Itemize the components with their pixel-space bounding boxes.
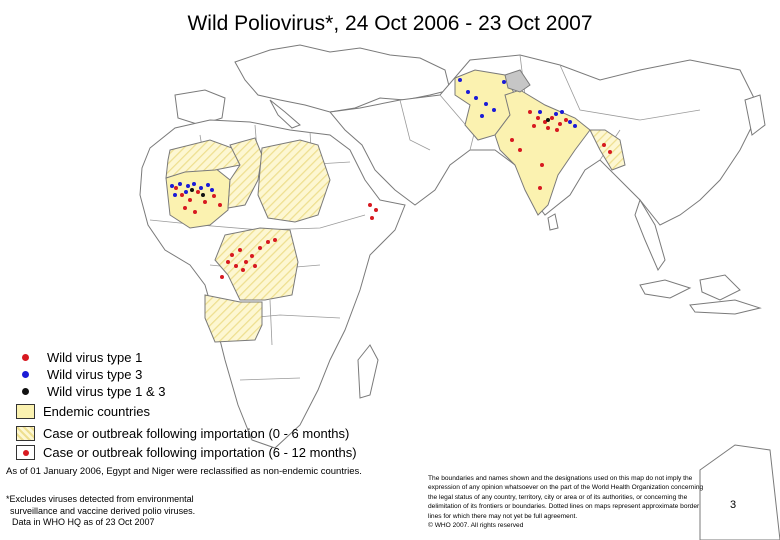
case-dots-type1-and-3 bbox=[190, 118, 550, 197]
disputed-area bbox=[504, 69, 531, 93]
hatched-yellow-swatch-icon bbox=[16, 426, 35, 441]
footnote: *Excludes viruses detected from environm… bbox=[6, 494, 196, 527]
legend-importation-6-12: Case or outbreak following importation (… bbox=[16, 445, 357, 460]
legend-type3: Wild virus type 3 bbox=[22, 367, 142, 382]
import-drc bbox=[214, 227, 299, 301]
import-sudan bbox=[257, 139, 331, 223]
import-niger bbox=[165, 139, 241, 179]
disclaimer: The boundaries and names shown and the d… bbox=[428, 475, 704, 530]
map-title: Wild Poliovirus*, 24 Oct 2006 - 23 Oct 2… bbox=[187, 12, 593, 35]
import-angola bbox=[204, 294, 263, 343]
case-dots-type1 bbox=[174, 110, 612, 279]
legend-type1-and-3: Wild virus type 1 & 3 bbox=[22, 384, 166, 399]
red-dot-icon bbox=[22, 354, 29, 361]
legend-type1: Wild virus type 1 bbox=[22, 350, 142, 365]
case-dots-type3 bbox=[170, 78, 577, 197]
import-bangladesh-myanmar bbox=[589, 129, 626, 171]
white-red-dot-swatch-icon bbox=[16, 445, 35, 460]
blue-dot-icon bbox=[22, 371, 29, 378]
import-chad bbox=[227, 137, 263, 209]
black-dot-icon bbox=[22, 388, 29, 395]
solid-yellow-swatch-icon bbox=[16, 404, 35, 419]
legend-endemic: Endemic countries bbox=[16, 404, 150, 419]
page-number: 3 bbox=[730, 499, 737, 511]
legend-importation-0-6: Case or outbreak following importation (… bbox=[16, 426, 349, 441]
reclassification-note: As of 01 January 2006, Egypt and Niger w… bbox=[6, 466, 362, 477]
importation-regions bbox=[165, 129, 626, 343]
